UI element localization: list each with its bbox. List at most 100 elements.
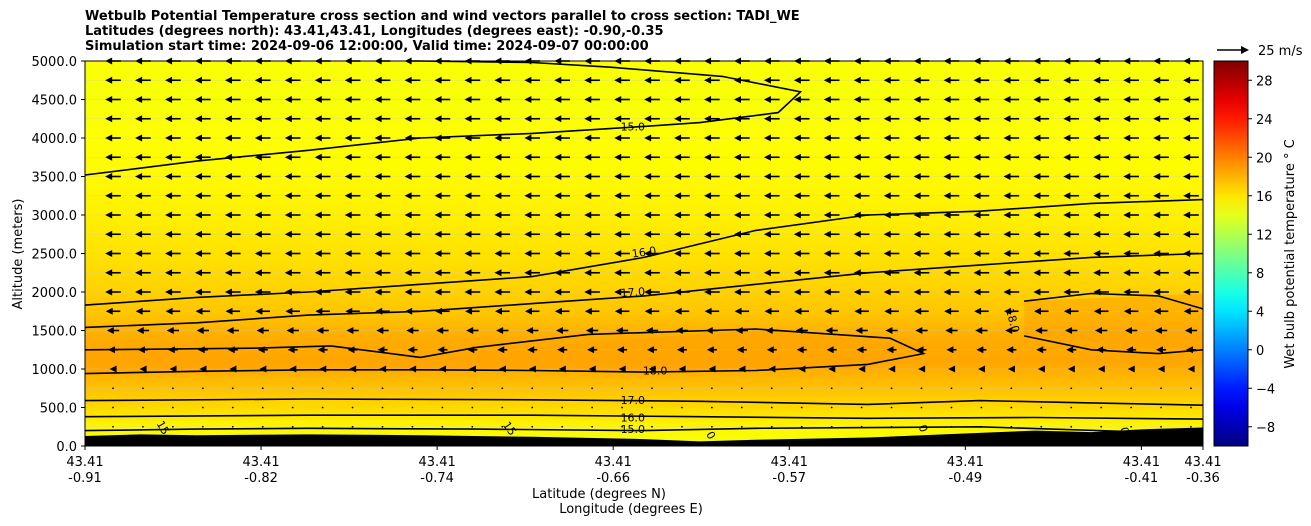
wind-vector-calm xyxy=(830,387,833,390)
wind-vector-calm xyxy=(890,406,893,409)
wind-vector-head xyxy=(674,307,682,315)
wind-vector-calm xyxy=(591,406,594,409)
wind-vector xyxy=(823,115,840,123)
wind-vector-head xyxy=(1063,96,1071,103)
wind-vector-head xyxy=(973,76,981,84)
wind-vector xyxy=(524,307,540,315)
wind-vector-head xyxy=(105,134,113,142)
wind-vector-head xyxy=(165,134,173,142)
wind-vector xyxy=(344,192,361,200)
wind-vector-head xyxy=(884,307,892,315)
wind-vector-head xyxy=(1183,173,1191,180)
wind-vector-calm xyxy=(920,387,923,390)
wind-vector-calm xyxy=(1040,425,1043,428)
wind-vector-head xyxy=(526,327,534,334)
wind-vector-head xyxy=(858,365,866,373)
wind-vector xyxy=(527,346,538,354)
wind-vector-head xyxy=(584,134,592,142)
wind-vector xyxy=(464,288,481,296)
wind-vector xyxy=(617,346,628,354)
wind-vector xyxy=(585,327,599,334)
wind-vector-head xyxy=(194,76,202,84)
wind-vector xyxy=(943,211,960,219)
wind-vector xyxy=(614,115,630,123)
wind-vector-head xyxy=(165,269,173,277)
wind-vector xyxy=(314,153,331,161)
x-tick-label-lon: -0.74 xyxy=(420,471,454,486)
wind-vector-head xyxy=(823,192,831,200)
wind-vector-head xyxy=(194,230,202,238)
wind-vector-head xyxy=(675,327,683,334)
wind-vector-head xyxy=(763,250,771,257)
contour-label: 18.0 xyxy=(643,365,668,378)
wind-vector xyxy=(285,307,300,315)
wind-vector xyxy=(648,365,656,373)
wind-vector xyxy=(404,269,421,277)
wind-vector xyxy=(888,365,896,373)
wind-vector-head xyxy=(165,115,173,123)
wind-vector xyxy=(404,230,421,238)
wind-vector-head xyxy=(284,134,292,142)
wind-vector-head xyxy=(1036,346,1044,354)
wind-vector xyxy=(404,250,421,257)
wind-vector xyxy=(584,250,600,257)
wind-vector xyxy=(195,307,211,315)
wind-vector xyxy=(766,346,777,354)
wind-vector-head xyxy=(706,346,714,354)
wind-vector-calm xyxy=(621,387,623,390)
wind-vector-head xyxy=(1063,173,1071,180)
wind-vector xyxy=(1003,96,1020,103)
wind-vector xyxy=(314,250,331,257)
wind-vector-calm xyxy=(261,387,264,390)
wind-vector-head xyxy=(644,173,652,180)
wind-vector xyxy=(823,76,840,84)
wind-vector xyxy=(973,173,990,180)
wind-vector xyxy=(464,192,481,200)
wind-vector-head xyxy=(973,269,981,277)
wind-vector xyxy=(135,115,151,123)
wind-vector xyxy=(434,269,451,277)
wind-vector xyxy=(674,153,690,161)
contour-line xyxy=(84,60,803,176)
wind-vector-head xyxy=(224,96,232,103)
wind-vector-head xyxy=(194,134,202,142)
wind-vector xyxy=(224,76,241,84)
wind-vector-head xyxy=(224,173,232,180)
wind-vector xyxy=(853,173,870,180)
wind-vector-head xyxy=(284,269,292,277)
wind-vector-head xyxy=(194,192,202,200)
wind-vector xyxy=(704,134,720,142)
wind-vector xyxy=(554,76,571,84)
wind-vector xyxy=(676,346,687,354)
wind-vector-head xyxy=(169,365,177,373)
contour-line xyxy=(84,414,1204,420)
wind-vector xyxy=(344,288,361,296)
wind-vector xyxy=(943,230,960,238)
colorbar-tick-label: 20 xyxy=(1256,151,1273,166)
wind-vector-head xyxy=(344,269,352,277)
wind-vector-head xyxy=(1153,269,1161,277)
wind-vector-head xyxy=(943,288,951,296)
wind-vector-head xyxy=(973,211,981,219)
wind-vector-head xyxy=(346,327,354,334)
wind-vector xyxy=(763,115,780,123)
wind-vector xyxy=(763,250,780,257)
wind-vector xyxy=(135,269,151,277)
x-tick-label-lat: 43.41 xyxy=(771,455,808,470)
wind-vector-head xyxy=(524,192,532,200)
wind-vector-head xyxy=(379,365,387,373)
wind-vector xyxy=(1123,288,1139,296)
wind-vector-head xyxy=(1184,327,1192,334)
wind-vector xyxy=(1093,134,1110,142)
wind-vector xyxy=(136,327,150,334)
wind-vector-head xyxy=(704,153,712,161)
wind-vector-head xyxy=(1063,211,1071,219)
contour-label: 15 xyxy=(154,418,172,437)
wind-vector xyxy=(615,327,629,334)
wind-vector xyxy=(1153,173,1169,180)
wind-vector-head xyxy=(376,327,384,334)
wind-vector-head xyxy=(1006,346,1014,354)
x-tick-label-lon: -0.91 xyxy=(68,471,102,486)
wind-vector-head xyxy=(733,269,741,277)
wind-vector xyxy=(704,269,720,277)
